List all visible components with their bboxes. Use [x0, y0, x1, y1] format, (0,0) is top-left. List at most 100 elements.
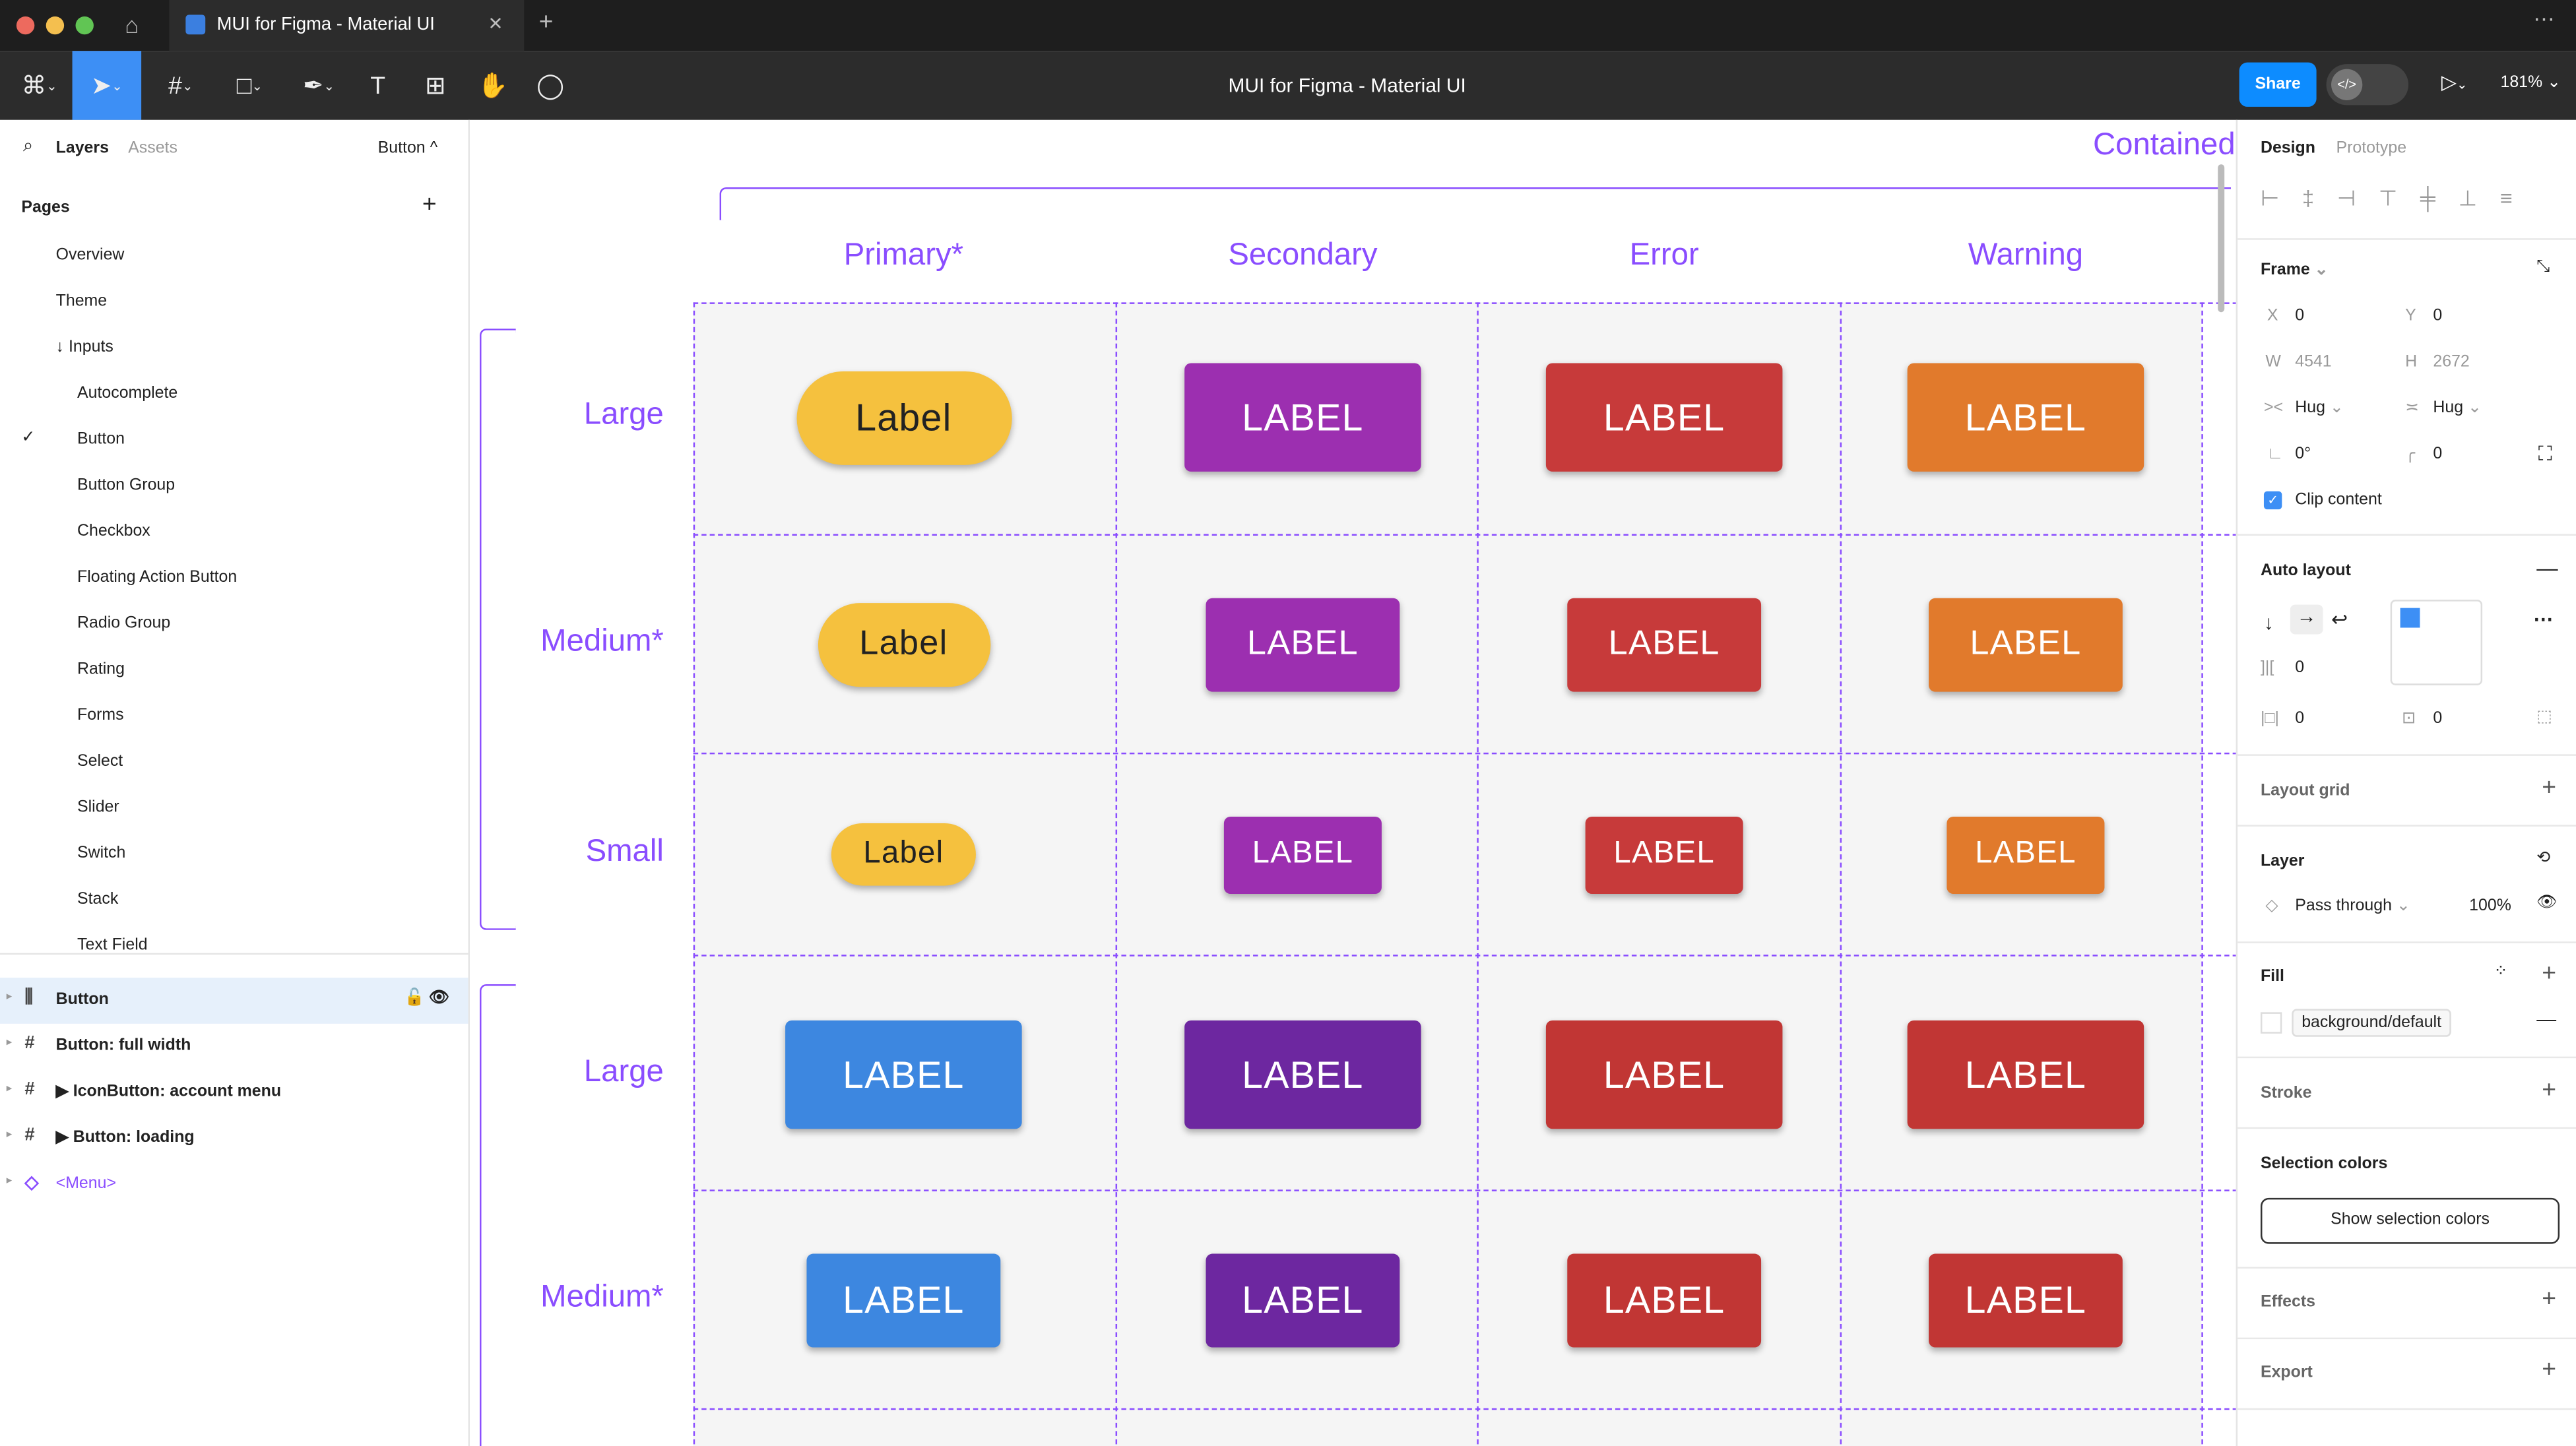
vertical-padding-input[interactable]: 0	[2433, 710, 2443, 728]
variant-button[interactable]: LABEL	[1907, 363, 2144, 472]
add-page-icon[interactable]: +	[422, 190, 437, 219]
file-tab[interactable]: MUI for Figma - Material UI ✕	[169, 0, 525, 51]
page-item[interactable]: Switch	[0, 840, 468, 873]
text-tool-icon[interactable]: T	[370, 71, 386, 100]
add-fill-icon[interactable]: +	[2542, 959, 2557, 988]
add-layout-grid-icon[interactable]: +	[2542, 774, 2557, 802]
lock-icon[interactable]: 🔓	[404, 989, 425, 1007]
layer-row[interactable]: ▸ # Button: full width	[0, 1024, 468, 1070]
page-item[interactable]: Floating Action Button	[0, 563, 468, 596]
style-grid-icon[interactable]: ⁘	[2494, 962, 2508, 982]
variant-button[interactable]: LABEL	[1184, 363, 1421, 472]
variant-button[interactable]: Label	[831, 823, 976, 886]
tab-assets[interactable]: Assets	[128, 139, 177, 158]
page-item[interactable]: ✓ Button	[0, 425, 468, 458]
dev-mode-toggle[interactable]: </>	[2326, 64, 2409, 106]
fill-style-chip[interactable]: background/default	[2292, 1009, 2451, 1037]
rotation-input[interactable]: 0°	[2295, 445, 2311, 464]
expand-arrow-icon[interactable]: ▸	[6, 1038, 12, 1049]
width-input[interactable]: 4541	[2295, 353, 2332, 371]
page-item[interactable]: Button Group	[0, 472, 468, 505]
layer-row[interactable]: ▸ ◇ <Menu>	[0, 1162, 468, 1208]
expand-arrow-icon[interactable]: ▸	[6, 1176, 12, 1187]
close-window-button[interactable]	[16, 16, 35, 35]
page-item[interactable]: Radio Group	[0, 610, 468, 643]
variant-button[interactable]: LABEL	[1907, 1020, 2144, 1129]
page-item[interactable]: ↓ Inputs	[0, 334, 468, 367]
new-tab-icon[interactable]: +	[538, 8, 554, 36]
frame-section-title[interactable]: Frame ⌄	[2260, 261, 2329, 280]
layer-row[interactable]: ▸ # ▶ Button: loading	[0, 1116, 468, 1162]
close-tab-icon[interactable]: ✕	[488, 15, 503, 35]
expand-arrow-icon[interactable]: ▸	[6, 1130, 12, 1141]
hand-tool-icon[interactable]: ✋	[477, 72, 509, 100]
opacity-input[interactable]: 100%	[2469, 897, 2511, 916]
visibility-eye-icon[interactable]: 👁	[2536, 894, 2558, 912]
variant-button[interactable]: LABEL	[1929, 1253, 2123, 1347]
resize-to-fit-icon[interactable]: ⤡	[2536, 258, 2550, 276]
variant-button[interactable]: LABEL	[806, 1253, 1001, 1347]
y-input[interactable]: 0	[2433, 307, 2443, 326]
canvas-scrollbar[interactable]	[2218, 164, 2225, 313]
variant-button[interactable]: LABEL	[1929, 597, 2123, 691]
variant-button[interactable]: LABEL	[1545, 363, 1783, 472]
figma-menu-icon[interactable]: ⌘ ⌄	[21, 72, 57, 100]
share-button[interactable]: Share	[2239, 62, 2317, 107]
move-tool-icon[interactable]: ➤ ⌄	[72, 51, 142, 120]
x-input[interactable]: 0	[2295, 307, 2305, 326]
individual-padding-icon[interactable]: ⬚	[2536, 708, 2552, 726]
gap-input[interactable]: 0	[2295, 658, 2305, 677]
page-item[interactable]: Checkbox	[0, 518, 468, 551]
variant-button[interactable]: LABEL	[1585, 815, 1743, 893]
show-selection-colors-button[interactable]: Show selection colors	[2260, 1197, 2560, 1244]
comment-icon[interactable]: ◯	[536, 72, 564, 100]
variant-button[interactable]: LABEL	[1567, 597, 1762, 691]
height-input[interactable]: 2672	[2433, 353, 2470, 371]
variant-button[interactable]: Label	[817, 602, 990, 686]
add-export-icon[interactable]: +	[2542, 1355, 2557, 1384]
remove-auto-layout-icon[interactable]: —	[2536, 555, 2558, 581]
page-item[interactable]: Forms	[0, 702, 468, 735]
layer-style-icon[interactable]: ⟲	[2536, 849, 2551, 868]
variant-button[interactable]: LABEL	[1567, 1253, 1762, 1347]
expand-arrow-icon[interactable]: ▸	[6, 992, 12, 1003]
variant-button[interactable]: LABEL	[1545, 1020, 1783, 1129]
layer-row[interactable]: ▸ # ▶ IconButton: account menu	[0, 1070, 468, 1116]
independent-corners-icon[interactable]: ⛶	[2538, 442, 2552, 465]
page-item[interactable]: Text Field	[0, 931, 468, 964]
tab-layers[interactable]: Layers	[55, 139, 109, 158]
page-selector[interactable]: Button ^	[377, 139, 438, 158]
vertical-direction-icon[interactable]: ↓	[2263, 611, 2274, 635]
clip-content-checkbox[interactable]: ✓	[2263, 491, 2282, 510]
page-item[interactable]: Stack	[0, 886, 468, 919]
add-effect-icon[interactable]: +	[2542, 1284, 2557, 1313]
play-icon[interactable]: ▷⌄	[2441, 71, 2468, 94]
height-mode-dropdown[interactable]: Hug ⌄	[2433, 399, 2482, 418]
horizontal-direction-icon[interactable]: →	[2290, 604, 2323, 635]
blend-mode-dropdown[interactable]: Pass through ⌄	[2295, 897, 2410, 916]
expand-arrow-icon[interactable]: ▸	[6, 1084, 12, 1094]
horizontal-padding-input[interactable]: 0	[2295, 710, 2305, 728]
page-item[interactable]: Slider	[0, 794, 468, 827]
alignment-box[interactable]	[2390, 600, 2483, 685]
maximize-window-button[interactable]	[75, 16, 94, 35]
page-item[interactable]: Rating	[0, 656, 468, 689]
variant-button[interactable]: LABEL	[1184, 1020, 1421, 1129]
tab-design[interactable]: Design	[2260, 139, 2315, 158]
more-icon[interactable]: ⋯	[2533, 6, 2555, 32]
radius-input[interactable]: 0	[2433, 445, 2443, 464]
resources-icon[interactable]: ⊞	[425, 72, 446, 100]
variant-button[interactable]: LABEL	[1223, 815, 1382, 893]
visibility-eye-icon[interactable]: 👁	[428, 989, 450, 1007]
variant-button[interactable]: LABEL	[785, 1020, 1022, 1129]
add-stroke-icon[interactable]: +	[2542, 1076, 2557, 1104]
variant-button[interactable]: LABEL	[1947, 815, 2105, 893]
remove-fill-icon[interactable]: —	[2536, 1007, 2557, 1030]
page-item[interactable]: Overview	[0, 241, 468, 274]
home-icon[interactable]: ⌂	[125, 11, 139, 38]
pen-tool-icon[interactable]: ✒ ⌄	[303, 72, 335, 100]
tab-prototype[interactable]: Prototype	[2336, 139, 2407, 158]
align-icons[interactable]: ⊢‡⊣⊤╪⊥≡	[2260, 185, 2536, 210]
more-options-icon[interactable]: ⋯	[2533, 608, 2554, 631]
canvas[interactable]: Contained Primary* Secondary Error Warning L…	[470, 119, 2236, 1446]
